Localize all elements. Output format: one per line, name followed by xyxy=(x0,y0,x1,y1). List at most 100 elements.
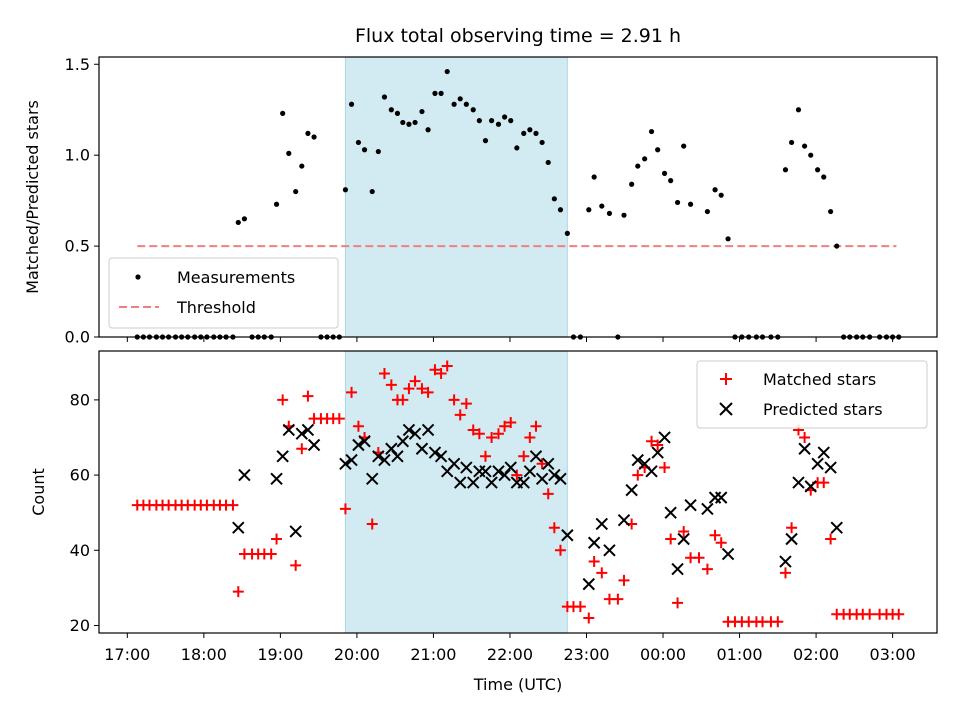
matched-star-point xyxy=(339,503,351,515)
matched-star-point xyxy=(441,360,453,372)
measurement-point xyxy=(795,107,802,113)
x-tick-label: 17:00 xyxy=(104,645,150,664)
x-tick-label: 20:00 xyxy=(334,645,380,664)
measurement-point xyxy=(629,181,635,187)
predicted-star-point xyxy=(289,525,302,538)
predicted-star-point xyxy=(295,427,309,440)
measurement-point xyxy=(545,159,551,166)
predicted-star-point xyxy=(779,555,792,568)
top-legend: Measurements Threshold xyxy=(108,257,339,329)
matched-star-point xyxy=(290,559,302,571)
matched-star-point xyxy=(271,533,283,545)
matched-star-point xyxy=(672,597,684,609)
matched-star-point xyxy=(277,394,289,406)
measurement-point xyxy=(808,152,814,158)
legend-threshold-label: Threshold xyxy=(176,298,256,317)
matched-star-point xyxy=(460,398,472,410)
matched-star-point xyxy=(511,469,523,481)
measurement-point xyxy=(527,127,533,133)
matched-star-point xyxy=(492,428,504,440)
predicted-star-point xyxy=(830,521,843,534)
measurement-point xyxy=(400,119,406,126)
matched-star-point xyxy=(296,443,308,455)
measurement-point xyxy=(425,127,431,133)
measurement-point xyxy=(419,108,425,115)
y-tick-label: 1.5 xyxy=(65,55,90,74)
matched-star-point xyxy=(574,601,586,613)
predicted-star-point xyxy=(631,453,644,467)
predicted-star-point xyxy=(232,521,245,534)
x-tick-label: 23:00 xyxy=(563,645,609,664)
measurement-point xyxy=(648,128,655,135)
y-tick-label: 60 xyxy=(70,466,90,485)
predicted-star-point xyxy=(595,517,609,531)
measurement-point xyxy=(599,203,605,209)
predicted-star-point xyxy=(301,423,315,437)
measurement-point xyxy=(482,138,489,144)
predicted-star-point xyxy=(617,513,631,527)
x-axis-label: Time (UTC) xyxy=(473,675,562,694)
x-tick-label: 02:00 xyxy=(793,645,839,664)
matched-star-point xyxy=(612,593,624,605)
measurement-point xyxy=(355,139,362,146)
measurement-point xyxy=(621,212,627,218)
measurement-point xyxy=(533,130,539,136)
measurement-point xyxy=(305,130,311,136)
measurement-point xyxy=(821,174,827,180)
measurement-point xyxy=(712,187,718,193)
predicted-star-point xyxy=(792,476,805,489)
matched-star-point xyxy=(416,383,428,395)
matched-star-point xyxy=(596,567,608,579)
measurement-point xyxy=(508,118,514,124)
x-tick-label: 18:00 xyxy=(181,645,227,664)
measurement-point xyxy=(668,178,674,184)
predicted-star-point xyxy=(307,438,321,452)
predicted-star-point xyxy=(603,544,616,557)
legend-predicted-marker xyxy=(719,402,733,416)
matched-star-point xyxy=(366,518,378,530)
predicted-star-point xyxy=(677,532,690,546)
predicted-star-point xyxy=(339,457,352,471)
measurement-point xyxy=(388,107,394,113)
matched-star-point xyxy=(429,364,441,376)
measurement-point xyxy=(394,110,401,116)
legend-matched-label: Matched stars xyxy=(763,370,876,389)
matched-star-point xyxy=(479,450,491,462)
measurement-point xyxy=(457,96,463,102)
predicted-star-point xyxy=(504,461,517,474)
predicted-star-point xyxy=(282,423,296,437)
predicted-star-point xyxy=(554,472,567,486)
measurement-point xyxy=(828,208,834,215)
measurement-point xyxy=(788,139,795,146)
legend-matched-marker xyxy=(720,373,732,385)
y-tick-label: 0.0 xyxy=(65,328,90,347)
matched-star-point xyxy=(232,586,244,598)
matched-star-point xyxy=(467,424,479,436)
matched-star-point xyxy=(818,477,830,489)
predicted-star-point xyxy=(714,491,728,504)
matched-star-point xyxy=(524,431,536,443)
predicted-star-point xyxy=(517,476,530,489)
matched-star-point xyxy=(530,420,542,432)
predicted-star-point xyxy=(415,442,429,455)
bottom-y-axis-label: Count xyxy=(29,468,48,516)
predicted-star-point xyxy=(345,453,358,467)
measurement-point xyxy=(311,134,317,140)
predicted-star-point xyxy=(701,502,714,516)
measurement-point xyxy=(655,147,661,153)
predicted-star-point xyxy=(684,498,697,512)
matched-star-point xyxy=(779,567,791,579)
matched-star-point xyxy=(646,435,658,447)
measurement-point xyxy=(521,130,527,136)
predicted-star-point xyxy=(391,450,404,463)
matched-star-point xyxy=(583,612,595,624)
x-tick-label: 01:00 xyxy=(716,645,762,664)
matched-star-point xyxy=(701,563,713,575)
legend-predicted-label: Predicted stars xyxy=(763,400,883,419)
measurement-point xyxy=(280,110,286,116)
matched-star-point xyxy=(864,608,876,620)
measurement-point xyxy=(444,68,450,75)
matched-star-point xyxy=(454,409,466,421)
measurement-point xyxy=(834,243,840,249)
predicted-star-point xyxy=(378,453,391,467)
